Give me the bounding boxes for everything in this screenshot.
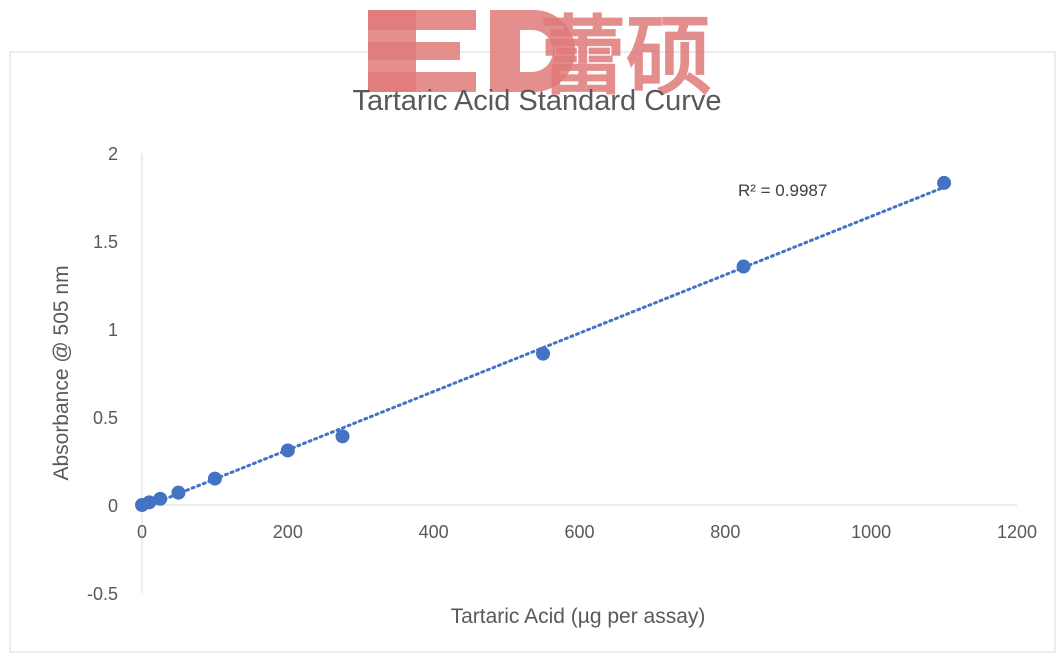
watermark-logo: 蕾硕 (368, 9, 712, 105)
axes: 0 200 400 600 800 1000 1200 -0.5 0 0.5 1 1.5 2 (87, 144, 1037, 604)
watermark-chars: 蕾硕 (540, 9, 712, 105)
r-squared-label: R² = 0.9987 (738, 181, 827, 200)
data-point (937, 175, 952, 190)
y-tick-label: 2 (108, 144, 118, 164)
data-point (736, 259, 751, 274)
y-tick-label: -0.5 (87, 584, 118, 604)
x-tick-label: 200 (273, 522, 303, 542)
data-point (171, 485, 186, 500)
x-tick-label: 600 (564, 522, 594, 542)
chart-title: Tartaric Acid Standard Curve (352, 85, 721, 117)
data-point (153, 491, 168, 506)
x-tick-label: 400 (419, 522, 449, 542)
data-point (536, 346, 551, 361)
data-points (135, 175, 952, 512)
data-point (280, 443, 295, 458)
x-tick-label: 0 (137, 522, 147, 542)
y-tick-label: 0.5 (93, 408, 118, 428)
x-axis-title: Tartaric Acid (µg per assay) (451, 605, 706, 628)
data-point (142, 495, 157, 510)
x-tick-label: 1200 (997, 522, 1037, 542)
y-tick-label: 1 (108, 320, 118, 340)
x-tick-label: 1000 (851, 522, 891, 542)
y-tick-label: 1.5 (93, 232, 118, 252)
y-tick-label: 0 (108, 496, 118, 516)
x-tick-label: 800 (710, 522, 740, 542)
chart-border (9, 51, 1056, 653)
y-axis-title: Absorbance @ 505 nm (50, 265, 73, 480)
data-point (335, 429, 350, 444)
data-point (207, 471, 222, 486)
